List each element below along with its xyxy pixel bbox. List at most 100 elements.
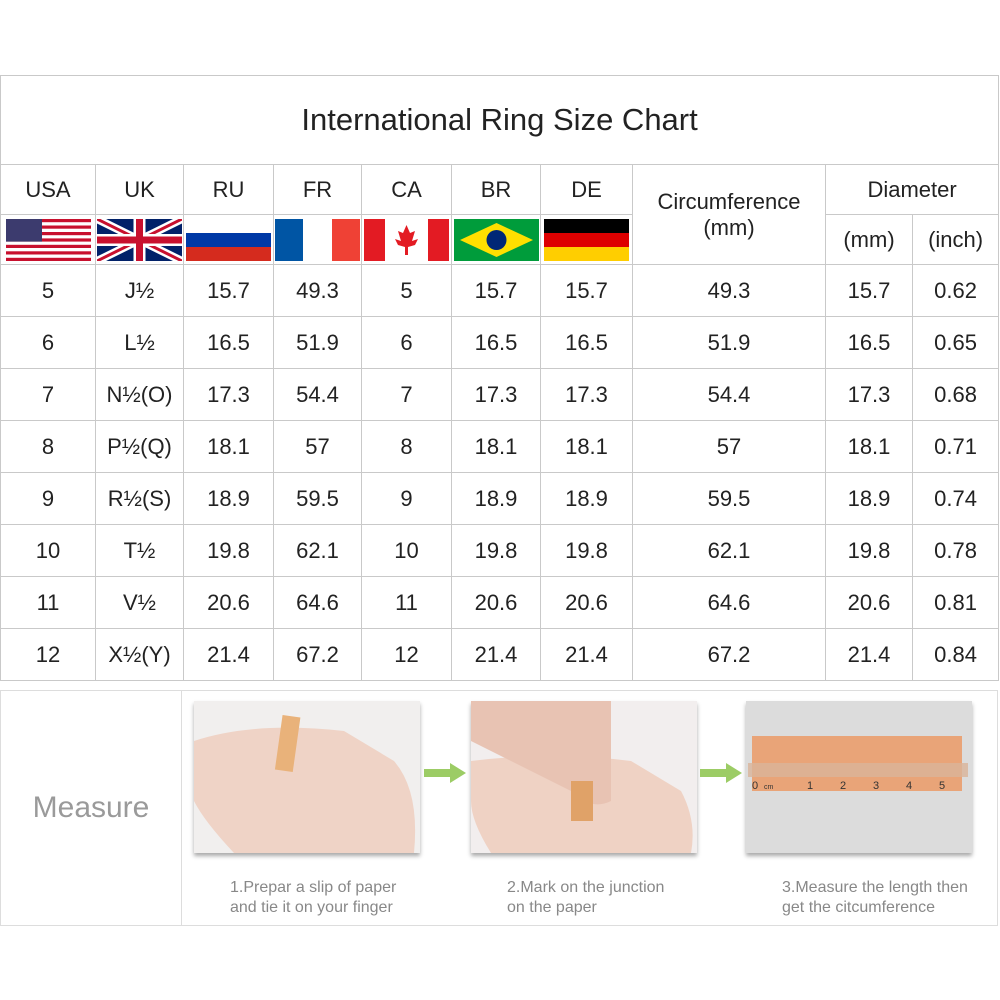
cell-ca: 7: [361, 368, 452, 421]
step-1-caption: 1.Prepar a slip of paper: [230, 879, 397, 896]
cell-usa: 6: [0, 316, 96, 369]
cell-usa: 8: [0, 420, 96, 473]
cell-uk: R½(S): [95, 472, 184, 525]
uk-flag-icon: [95, 214, 184, 265]
step-2-caption-2: on the paper: [507, 899, 597, 916]
diameter-mm-header: (mm): [825, 214, 913, 265]
cell-ru: 16.5: [183, 316, 274, 369]
france-flag-icon: [273, 214, 362, 265]
cell-circumference-mm: 49.3: [632, 264, 826, 317]
cell-fr: 64.6: [273, 576, 362, 629]
cell-ru: 19.8: [183, 524, 274, 577]
table-row: 11 V½ 20.6 64.6 11 20.6 20.6 64.6 20.6 0.81: [0, 576, 1000, 629]
arrow-right-icon: [424, 763, 466, 783]
cell-de: 18.1: [540, 420, 633, 473]
cell-ca: 5: [361, 264, 452, 317]
cell-de: 17.3: [540, 368, 633, 421]
chart-title: International Ring Size Chart: [0, 75, 1000, 165]
cell-circumference-mm: 59.5: [632, 472, 826, 525]
cell-br: 20.6: [451, 576, 541, 629]
header-circumference: Circumference (mm): [632, 164, 826, 265]
arrow-right-icon: [700, 763, 742, 783]
measure-step-1: 1.Prepar a slip of paper and tie it on yo…: [194, 701, 420, 918]
cell-diameter-inch: 0.74: [911, 472, 1000, 525]
cell-br: 17.3: [451, 368, 541, 421]
russia-flag-icon: [183, 214, 274, 265]
cell-ru: 18.9: [183, 472, 274, 525]
hand-paper-photo: [194, 701, 420, 853]
ruler-label: 0: [752, 780, 758, 792]
cell-diameter-mm: 19.8: [825, 524, 913, 577]
brazil-flag-icon: [451, 214, 541, 265]
ruler-label: 5: [939, 780, 945, 792]
cell-ca: 8: [361, 420, 452, 473]
cell-uk: P½(Q): [95, 420, 184, 473]
cell-uk: X½(Y): [95, 628, 184, 681]
cell-diameter-mm: 15.7: [825, 264, 913, 317]
table-row: 5 J½ 15.7 49.3 5 15.7 15.7 49.3 15.7 0.62: [0, 264, 1000, 317]
cell-diameter-inch: 0.78: [911, 524, 1000, 577]
cell-diameter-mm: 20.6: [825, 576, 913, 629]
circumference-label: Circumference: [657, 188, 801, 214]
ruler-label: cm: [764, 784, 774, 791]
cell-diameter-inch: 0.81: [911, 576, 1000, 629]
header-ca: CA: [361, 164, 452, 215]
cell-fr: 54.4: [273, 368, 362, 421]
cell-de: 19.8: [540, 524, 633, 577]
cell-br: 19.8: [451, 524, 541, 577]
cell-usa: 11: [0, 576, 96, 629]
ring-size-table: International Ring Size Chart USA UK RU …: [0, 75, 1000, 681]
cell-de: 15.7: [540, 264, 633, 317]
cell-circumference-mm: 67.2: [632, 628, 826, 681]
cell-uk: J½: [95, 264, 184, 317]
cell-ca: 10: [361, 524, 452, 577]
cell-ru: 18.1: [183, 420, 274, 473]
cell-de: 16.5: [540, 316, 633, 369]
cell-de: 20.6: [540, 576, 633, 629]
table-row: 9 R½(S) 18.9 59.5 9 18.9 18.9 59.5 18.9 0.74: [0, 472, 1000, 525]
cell-uk: L½: [95, 316, 184, 369]
cell-ca: 9: [361, 472, 452, 525]
diameter-inch-header: (inch): [911, 214, 1000, 265]
cell-usa: 7: [0, 368, 96, 421]
cell-diameter-inch: 0.84: [911, 628, 1000, 681]
cell-circumference-mm: 51.9: [632, 316, 826, 369]
table-row: 12 X½(Y) 21.4 67.2 12 21.4 21.4 67.2 21.4 0.84: [0, 628, 1000, 681]
cell-diameter-inch: 0.65: [911, 316, 1000, 369]
header-fr: FR: [273, 164, 362, 215]
cell-ru: 20.6: [183, 576, 274, 629]
table-row: 6 L½ 16.5 51.9 6 16.5 16.5 51.9 16.5 0.65: [0, 316, 1000, 369]
cell-diameter-mm: 21.4: [825, 628, 913, 681]
ruler-measure-photo: 0cm123456: [746, 701, 978, 853]
cell-br: 21.4: [451, 628, 541, 681]
cell-usa: 10: [0, 524, 96, 577]
cell-br: 18.9: [451, 472, 541, 525]
cell-fr: 49.3: [273, 264, 362, 317]
ruler-label: 1: [807, 780, 813, 792]
cell-br: 16.5: [451, 316, 541, 369]
cell-circumference-mm: 57: [632, 420, 826, 473]
step-1-caption-2: and tie it on your finger: [230, 899, 393, 916]
cell-de: 21.4: [540, 628, 633, 681]
cell-uk: V½: [95, 576, 184, 629]
cell-fr: 59.5: [273, 472, 362, 525]
header-usa: USA: [0, 164, 96, 215]
cell-usa: 12: [0, 628, 96, 681]
cell-diameter-inch: 0.68: [911, 368, 1000, 421]
cell-fr: 57: [273, 420, 362, 473]
table-row: 7 N½(O) 17.3 54.4 7 17.3 17.3 54.4 17.3 0.68: [0, 368, 1000, 421]
table-row: 10 T½ 19.8 62.1 10 19.8 19.8 62.1 19.8 0.78: [0, 524, 1000, 577]
cell-usa: 5: [0, 264, 96, 317]
cell-ca: 12: [361, 628, 452, 681]
measure-label: Measure: [1, 691, 182, 925]
ruler-label: 2: [840, 780, 846, 792]
ruler-label: 3: [873, 780, 879, 792]
header-diameter: Diameter: [824, 164, 1000, 215]
cell-diameter-mm: 18.1: [825, 420, 913, 473]
cell-br: 18.1: [451, 420, 541, 473]
cell-fr: 51.9: [273, 316, 362, 369]
step-3-caption: 3.Measure the length then: [782, 879, 968, 896]
cell-fr: 67.2: [273, 628, 362, 681]
cell-ca: 11: [361, 576, 452, 629]
